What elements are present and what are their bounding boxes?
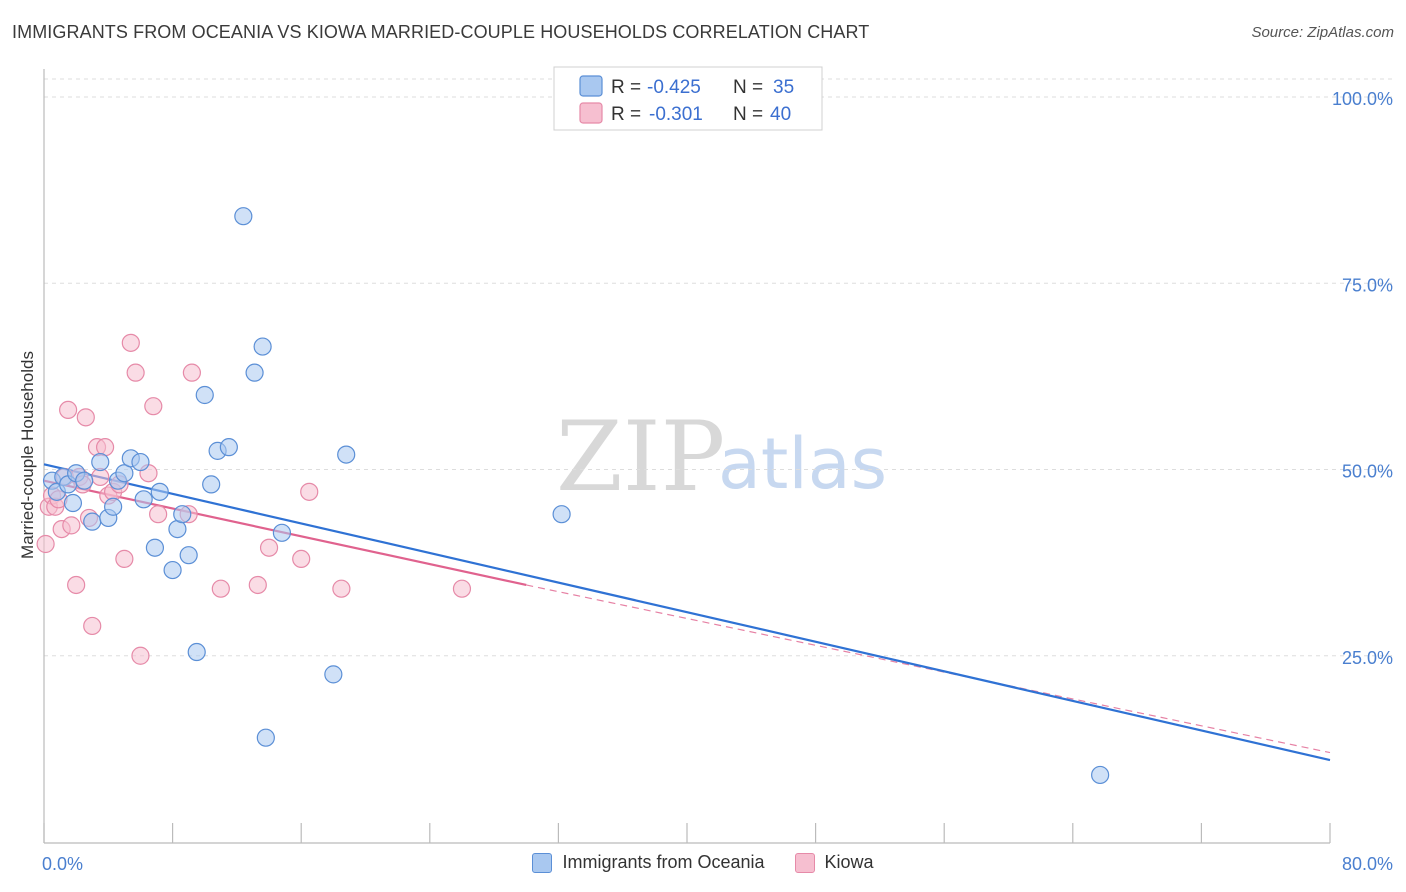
point-oceania xyxy=(324,665,343,684)
point-oceania xyxy=(187,642,206,662)
legend-n-label-2: N = xyxy=(733,104,763,125)
point-kiowa xyxy=(67,575,86,595)
series-swatch-kiowa xyxy=(794,852,815,873)
point-oceania xyxy=(131,452,150,472)
point-kiowa xyxy=(83,616,102,636)
watermark-atlas: atlas xyxy=(718,423,887,505)
legend-r-value-1: -0.425 xyxy=(647,77,701,98)
legend-swatch-pink xyxy=(579,102,603,124)
y-tick-label-75: 75.0% xyxy=(1342,275,1393,295)
point-oceania xyxy=(256,728,275,747)
point-oceania xyxy=(134,490,153,509)
point-oceania xyxy=(195,385,214,405)
point-oceania xyxy=(163,560,182,580)
point-kiowa xyxy=(149,505,168,524)
point-oceania xyxy=(173,505,192,524)
point-kiowa xyxy=(131,646,150,665)
point-oceania xyxy=(63,493,83,513)
series-legend: Immigrants from Oceania Kiowa xyxy=(0,852,1406,873)
x-tick-label-min: 0.0% xyxy=(42,854,83,874)
series-legend-item-kiowa: Kiowa xyxy=(794,852,874,873)
trend-line-oceania xyxy=(43,463,1331,762)
point-kiowa xyxy=(144,397,163,416)
point-kiowa xyxy=(300,482,319,501)
y-tick-label-25: 25.0% xyxy=(1342,648,1393,668)
point-kiowa xyxy=(248,575,267,595)
point-kiowa xyxy=(259,538,279,557)
point-kiowa xyxy=(332,579,351,598)
point-oceania xyxy=(202,475,221,494)
point-kiowa xyxy=(59,400,78,419)
series-name-kiowa: Kiowa xyxy=(824,852,874,872)
point-kiowa xyxy=(182,363,201,382)
point-oceania xyxy=(1091,765,1110,785)
point-oceania xyxy=(75,471,94,490)
legend-r-label-1: R = xyxy=(611,77,641,98)
point-oceania xyxy=(219,438,238,457)
legend-n-value-2: 40 xyxy=(770,104,791,125)
point-kiowa xyxy=(126,363,145,382)
series-legend-item-oceania: Immigrants from Oceania xyxy=(532,852,765,873)
point-kiowa xyxy=(211,579,230,598)
legend-r-label-2: R = xyxy=(611,104,641,125)
trend-line-kiowa-extended xyxy=(526,584,1331,754)
legend-r-value-2: -0.301 xyxy=(649,104,703,125)
point-oceania xyxy=(91,452,110,472)
point-oceania xyxy=(83,512,102,531)
correlation-legend: R = -0.425 N = 35 R = -0.301 N = 40 xyxy=(553,66,823,131)
point-kiowa xyxy=(76,408,95,427)
x-tick-label-max: 80.0% xyxy=(1342,854,1393,874)
point-oceania xyxy=(272,523,292,542)
series-name-oceania: Immigrants from Oceania xyxy=(562,852,765,872)
point-oceania xyxy=(179,546,198,565)
point-kiowa xyxy=(292,549,311,569)
point-oceania xyxy=(552,505,571,524)
point-oceania xyxy=(337,445,356,464)
legend-n-value-1: 35 xyxy=(773,77,794,98)
point-oceania xyxy=(253,337,272,356)
watermark-zip: ZIP xyxy=(556,401,725,513)
point-kiowa xyxy=(121,333,140,352)
point-oceania xyxy=(234,207,253,226)
point-oceania xyxy=(245,363,264,382)
point-kiowa xyxy=(36,534,55,554)
point-kiowa xyxy=(62,516,81,535)
legend-n-label-1: N = xyxy=(733,77,763,98)
legend-swatch-blue xyxy=(579,75,603,97)
point-oceania xyxy=(150,482,169,501)
source-note: Source: ZipAtlas.com xyxy=(1251,24,1394,41)
point-oceania xyxy=(104,497,123,516)
point-kiowa xyxy=(115,549,134,569)
y-tick-label-50: 50.0% xyxy=(1342,462,1393,482)
y-tick-label-100: 100.0% xyxy=(1332,89,1393,109)
chart-title: IMMIGRANTS FROM OCEANIA VS KIOWA MARRIED… xyxy=(12,22,870,42)
point-oceania xyxy=(145,538,165,557)
series-swatch-oceania xyxy=(532,852,553,873)
point-kiowa xyxy=(452,579,472,598)
